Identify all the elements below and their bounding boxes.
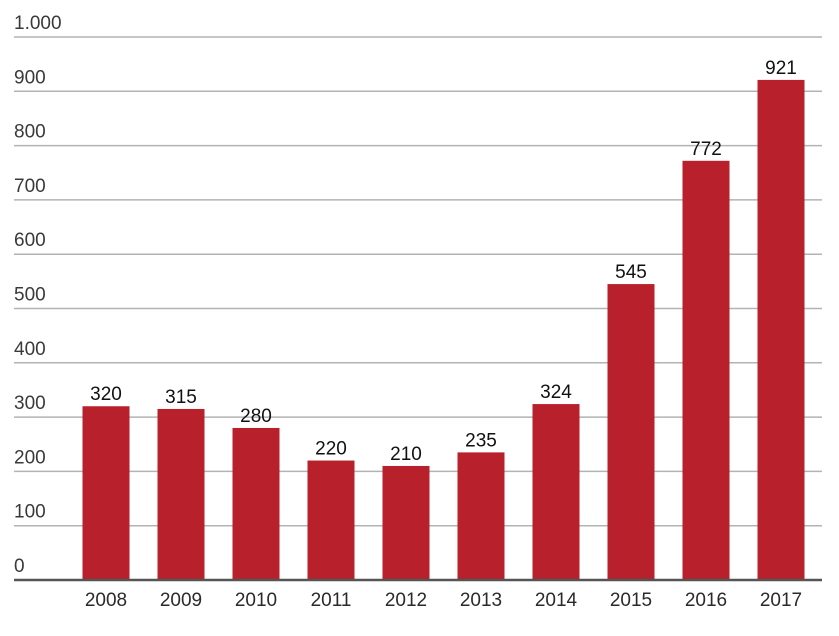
x-tick-label: 2008 (85, 590, 127, 611)
y-tick-label: 1.000 (14, 13, 62, 34)
data-label: 210 (390, 444, 422, 465)
bar-2010 (232, 427, 280, 580)
bar-2015 (607, 284, 655, 580)
y-tick-label: 300 (14, 393, 46, 414)
data-labels: 320 315 280 220 210 235 324 545 772 921 (90, 58, 797, 465)
y-tick-label: 900 (14, 67, 46, 88)
x-tick-label: 2010 (235, 590, 277, 611)
x-tick-label: 2011 (311, 590, 352, 611)
data-label: 324 (540, 382, 572, 403)
bar-2014 (532, 404, 580, 580)
data-label: 220 (315, 439, 347, 460)
x-tick-label: 2014 (535, 590, 578, 611)
bar-2011 (307, 460, 355, 580)
x-tick-label: 2017 (760, 590, 802, 611)
x-tick-label: 2012 (385, 590, 427, 611)
data-label: 772 (690, 139, 722, 160)
data-label: 235 (465, 430, 497, 451)
gridlines (14, 36, 822, 527)
data-label: 280 (240, 406, 272, 427)
x-tick-label: 2013 (460, 590, 502, 611)
bars (82, 79, 805, 580)
y-tick-label: 100 (14, 502, 46, 523)
data-label: 921 (765, 58, 797, 79)
data-label: 315 (165, 387, 197, 408)
bar-2017 (757, 79, 805, 580)
bar-2008 (82, 406, 130, 580)
x-tick-label: 2009 (160, 590, 202, 611)
y-tick-label: 200 (14, 447, 46, 468)
x-tick-label: 2015 (610, 590, 652, 611)
y-tick-label: 700 (14, 176, 46, 197)
y-tick-label: 800 (14, 122, 46, 143)
bar-2012 (382, 465, 430, 580)
x-tick-label: 2016 (685, 590, 727, 611)
data-label: 545 (615, 262, 647, 283)
data-label: 320 (90, 384, 122, 405)
y-axis-ticks: 0 100 200 300 400 500 600 700 800 900 1.000 (14, 13, 62, 577)
bar-2016 (682, 160, 730, 580)
bar-2013 (457, 452, 505, 580)
y-tick-label: 600 (14, 230, 46, 251)
y-tick-label: 400 (14, 339, 46, 360)
y-tick-label: 500 (14, 285, 46, 306)
x-axis-ticks: 2008 2009 2010 2011 2012 2013 2014 2015 2016 2017 (85, 590, 802, 611)
y-tick-label: 0 (14, 556, 25, 577)
bar-2009 (157, 408, 205, 580)
